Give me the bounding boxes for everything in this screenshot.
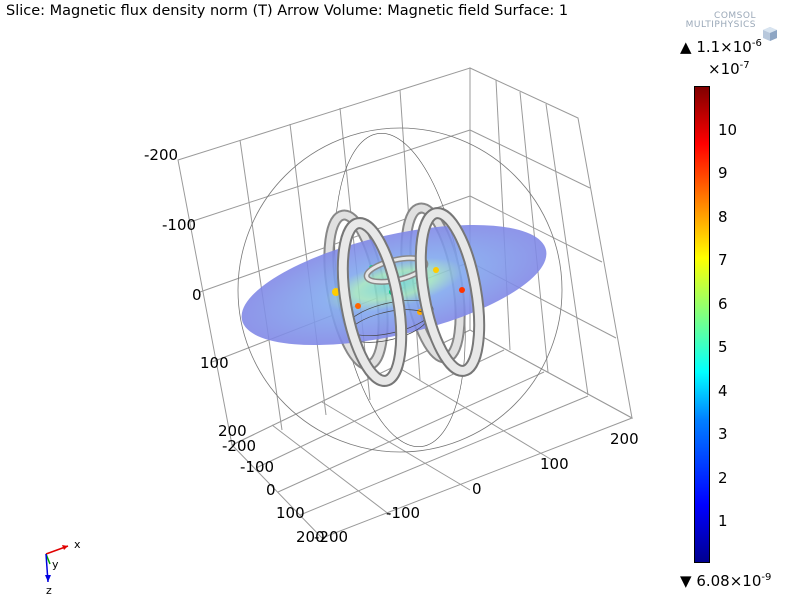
colorbar-multiplier-base: ×10 xyxy=(708,60,740,78)
air-sphere xyxy=(237,127,563,453)
colorbar-tick: 9 xyxy=(718,164,728,182)
tick-front-1: -200 xyxy=(222,437,257,455)
colorbar-tick: 7 xyxy=(718,251,728,269)
tick-right-2: 100 xyxy=(540,455,569,473)
tick-right-1: 200 xyxy=(610,430,639,448)
axis-triad-y: y xyxy=(52,558,59,571)
tick-right-4: -100 xyxy=(386,504,421,522)
min-arrow-icon: ▼ xyxy=(680,572,692,590)
colorbar-max-value: 1.1×10 xyxy=(696,38,752,56)
colorbar-max: ▲ 1.1×10-6 xyxy=(680,38,762,56)
tick-vertical-4: 100 xyxy=(200,354,229,372)
colorbar-tick: 4 xyxy=(718,382,728,400)
axis-triad-x: x xyxy=(74,538,81,551)
max-arrow-icon: ▲ xyxy=(680,38,692,56)
colorbar-tick: 1 xyxy=(718,512,728,530)
comsol-logo: COMSOL MULTIPHYSICS xyxy=(685,11,778,41)
colorbar-min-value: 6.08×10 xyxy=(696,572,762,590)
colorbar-multiplier-exp: -7 xyxy=(739,60,750,71)
plot-title: Slice: Magnetic flux density norm (T) Ar… xyxy=(6,3,569,19)
tick-vertical-1: -200 xyxy=(144,146,179,164)
logo-line-2: MULTIPHYSICS xyxy=(685,20,756,30)
tick-front-5: 200 xyxy=(296,528,325,546)
colorbar-gradient xyxy=(694,86,710,563)
colorbar-tick: 6 xyxy=(718,295,728,313)
colorbar-min: ▼ 6.08×10-9 xyxy=(680,572,771,590)
colorbar-tick: 3 xyxy=(718,425,728,443)
logo-line-1: COMSOL xyxy=(714,11,756,21)
axis-triad-z: z xyxy=(46,584,52,597)
tick-vertical-5: 200 xyxy=(218,422,247,440)
tick-right-3: 0 xyxy=(472,480,482,498)
axis-triad: x y z xyxy=(34,530,94,600)
tick-vertical-2: -100 xyxy=(162,216,197,234)
colorbar-max-exp: -6 xyxy=(751,38,762,49)
tick-front-2: -100 xyxy=(240,458,275,476)
colorbar-tick: 10 xyxy=(718,121,738,139)
tick-front-3: 0 xyxy=(266,481,276,499)
tick-vertical-3: 0 xyxy=(192,286,202,304)
tick-right-5: -200 xyxy=(314,528,349,546)
coil-front xyxy=(336,207,486,387)
logo-cube-icon xyxy=(763,27,777,41)
colorbar-tick: 2 xyxy=(718,469,728,487)
colorbar-multiplier: ×10-7 xyxy=(708,60,750,78)
tick-front-4: 100 xyxy=(276,504,305,522)
axis-triad-icon xyxy=(45,545,69,583)
colorbar-tick: 8 xyxy=(718,208,728,226)
colorbar-min-exp: -9 xyxy=(761,572,772,583)
colorbar-tick: 5 xyxy=(718,338,728,356)
